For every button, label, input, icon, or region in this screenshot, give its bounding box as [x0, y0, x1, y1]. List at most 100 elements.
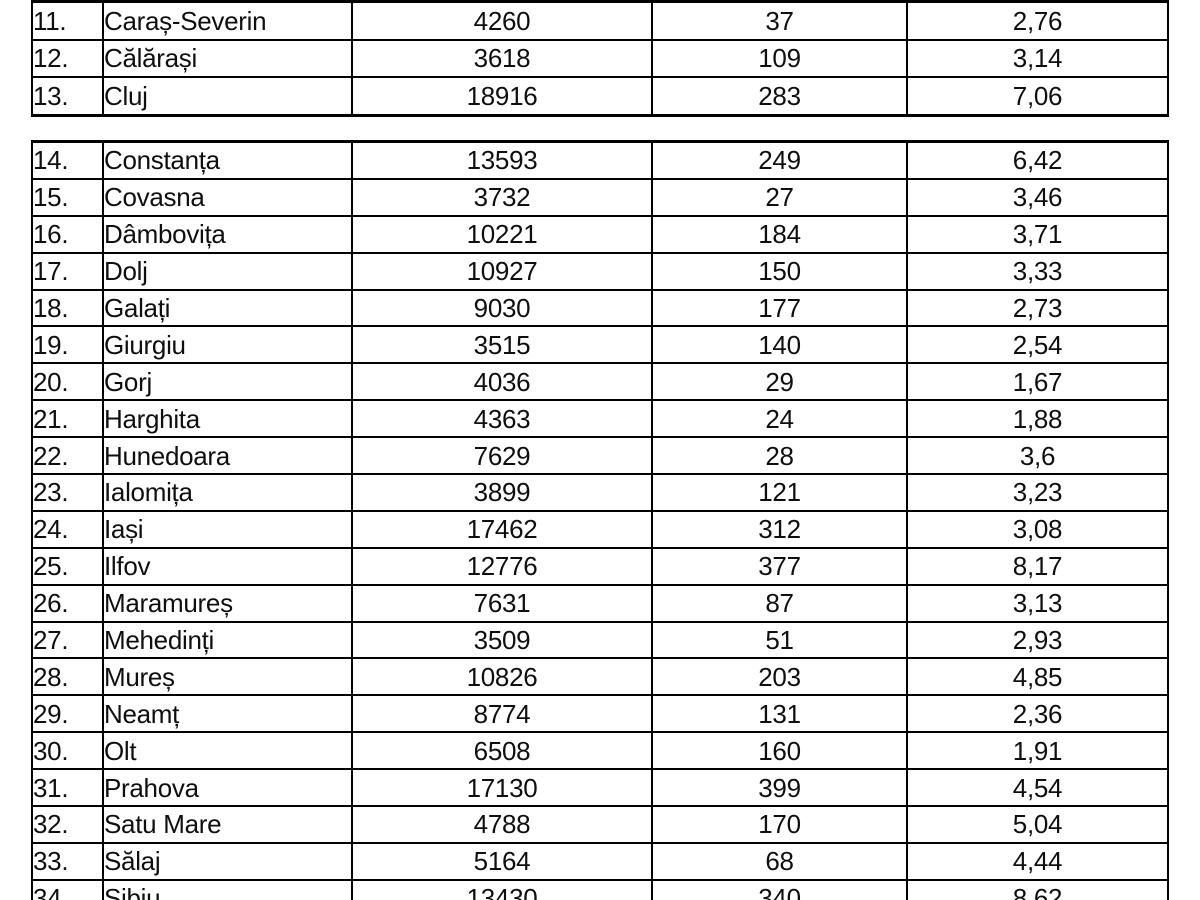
value-cell-3: 4,54 — [906, 768, 1169, 808]
value-cell-3: 3,46 — [906, 177, 1169, 217]
value-cell-2: 121 — [651, 473, 908, 512]
value-cell-3: 2,73 — [906, 288, 1169, 328]
row-number-cell: 23. — [31, 473, 104, 512]
value-cell-3: 3,14 — [906, 38, 1169, 78]
table-row: 21. Harghita 4363 24 1,88 — [31, 399, 1169, 439]
county-name-cell: Gorj — [102, 362, 353, 402]
value-cell-1: 4260 — [351, 0, 653, 41]
value-cell-3: 6,42 — [906, 140, 1169, 180]
row-number-cell: 27. — [31, 620, 104, 660]
row-number-cell: 12. — [31, 38, 104, 78]
value-cell-1: 4788 — [351, 805, 653, 844]
value-cell-3: 1,67 — [906, 362, 1169, 402]
county-name-cell: Satu Mare — [102, 805, 353, 844]
counties-table-main-body: 14. Constanța 13593 249 6,42 15. Covasna… — [31, 140, 1169, 900]
row-number-cell: 28. — [31, 657, 104, 697]
value-cell-3: 2,76 — [906, 0, 1169, 41]
county-name-cell: Hunedoara — [102, 436, 353, 476]
table-row: 25. Ilfov 12776 377 8,17 — [31, 546, 1169, 586]
counties-table-main: 14. Constanța 13593 249 6,42 15. Covasna… — [31, 140, 1169, 900]
value-cell-3: 2,93 — [906, 620, 1169, 660]
value-cell-3: 5,04 — [906, 805, 1169, 844]
value-cell-3: 1,88 — [906, 399, 1169, 439]
county-name-cell: Ilfov — [102, 546, 353, 586]
value-cell-2: 177 — [651, 288, 908, 328]
value-cell-3: 3,6 — [906, 436, 1169, 476]
row-number-cell: 33. — [31, 841, 104, 881]
value-cell-1: 4036 — [351, 362, 653, 402]
value-cell-1: 7631 — [351, 583, 653, 623]
table-row: 22. Hunedoara 7629 28 3,6 — [31, 436, 1169, 476]
value-cell-2: 109 — [651, 38, 908, 78]
county-name-cell: Covasna — [102, 177, 353, 217]
value-cell-2: 87 — [651, 583, 908, 623]
county-name-cell: Neamț — [102, 694, 353, 734]
value-cell-1: 3509 — [351, 620, 653, 660]
county-name-cell: Dolj — [102, 251, 353, 291]
value-cell-3: 2,36 — [906, 694, 1169, 734]
value-cell-3: 3,33 — [906, 251, 1169, 291]
row-number-cell: 14. — [31, 140, 104, 180]
row-number-cell: 34. — [31, 878, 104, 900]
value-cell-2: 29 — [651, 362, 908, 402]
value-cell-2: 68 — [651, 841, 908, 881]
table-row: 20. Gorj 4036 29 1,67 — [31, 362, 1169, 402]
value-cell-2: 28 — [651, 436, 908, 476]
row-number-cell: 13. — [31, 76, 104, 116]
county-name-cell: Mehedinți — [102, 620, 353, 660]
table-row: 27. Mehedinți 3509 51 2,93 — [31, 620, 1169, 660]
value-cell-2: 249 — [651, 140, 908, 180]
value-cell-2: 160 — [651, 731, 908, 771]
value-cell-1: 7629 — [351, 436, 653, 476]
county-name-cell: Maramureș — [102, 583, 353, 623]
county-name-cell: Cluj — [102, 76, 353, 116]
value-cell-2: 150 — [651, 251, 908, 291]
value-cell-3: 3,23 — [906, 473, 1169, 512]
table-row: 14. Constanța 13593 249 6,42 — [31, 140, 1169, 180]
value-cell-2: 399 — [651, 768, 908, 808]
county-name-cell: Galați — [102, 288, 353, 328]
value-cell-2: 184 — [651, 214, 908, 254]
value-cell-1: 3515 — [351, 325, 653, 365]
county-name-cell: Dâmbovița — [102, 214, 353, 254]
row-number-cell: 19. — [31, 325, 104, 365]
table-row: 29. Neamț 8774 131 2,36 — [31, 694, 1169, 734]
value-cell-3: 4,44 — [906, 841, 1169, 881]
table-row: 23. Ialomița 3899 121 3,23 — [31, 473, 1169, 512]
value-cell-3: 4,85 — [906, 657, 1169, 697]
row-number-cell: 29. — [31, 694, 104, 734]
row-number-cell: 20. — [31, 362, 104, 402]
row-number-cell: 30. — [31, 731, 104, 771]
value-cell-2: 283 — [651, 76, 908, 116]
row-number-cell: 31. — [31, 768, 104, 808]
row-number-cell: 25. — [31, 546, 104, 586]
county-name-cell: Sibiu — [102, 878, 353, 900]
row-number-cell: 21. — [31, 399, 104, 439]
table-row: 13. Cluj 18916 283 7,06 — [31, 76, 1169, 116]
value-cell-1: 17462 — [351, 509, 653, 549]
row-number-cell: 11. — [31, 0, 104, 41]
table-row: 30. Olt 6508 160 1,91 — [31, 731, 1169, 771]
value-cell-2: 140 — [651, 325, 908, 365]
value-cell-1: 3618 — [351, 38, 653, 78]
value-cell-1: 5164 — [351, 841, 653, 881]
row-number-cell: 32. — [31, 805, 104, 844]
county-name-cell: Iași — [102, 509, 353, 549]
table-row: 34. Sibiu 13430 340 8,62 — [31, 878, 1169, 900]
value-cell-2: 131 — [651, 694, 908, 734]
county-name-cell: Harghita — [102, 399, 353, 439]
table-row: 32. Satu Mare 4788 170 5,04 — [31, 805, 1169, 844]
county-name-cell: Sălaj — [102, 841, 353, 881]
row-number-cell: 22. — [31, 436, 104, 476]
row-number-cell: 17. — [31, 251, 104, 291]
table-row: 28. Mureș 10826 203 4,85 — [31, 657, 1169, 697]
value-cell-2: 27 — [651, 177, 908, 217]
county-name-cell: Călărași — [102, 38, 353, 78]
value-cell-1: 12776 — [351, 546, 653, 586]
row-number-cell: 16. — [31, 214, 104, 254]
value-cell-2: 340 — [651, 878, 908, 900]
counties-table-top-body: 11. Caraș-Severin 4260 37 2,76 12. Călăr… — [31, 0, 1169, 116]
table-row: 17. Dolj 10927 150 3,33 — [31, 251, 1169, 291]
row-number-cell: 18. — [31, 288, 104, 328]
table-row: 11. Caraș-Severin 4260 37 2,76 — [31, 0, 1169, 41]
